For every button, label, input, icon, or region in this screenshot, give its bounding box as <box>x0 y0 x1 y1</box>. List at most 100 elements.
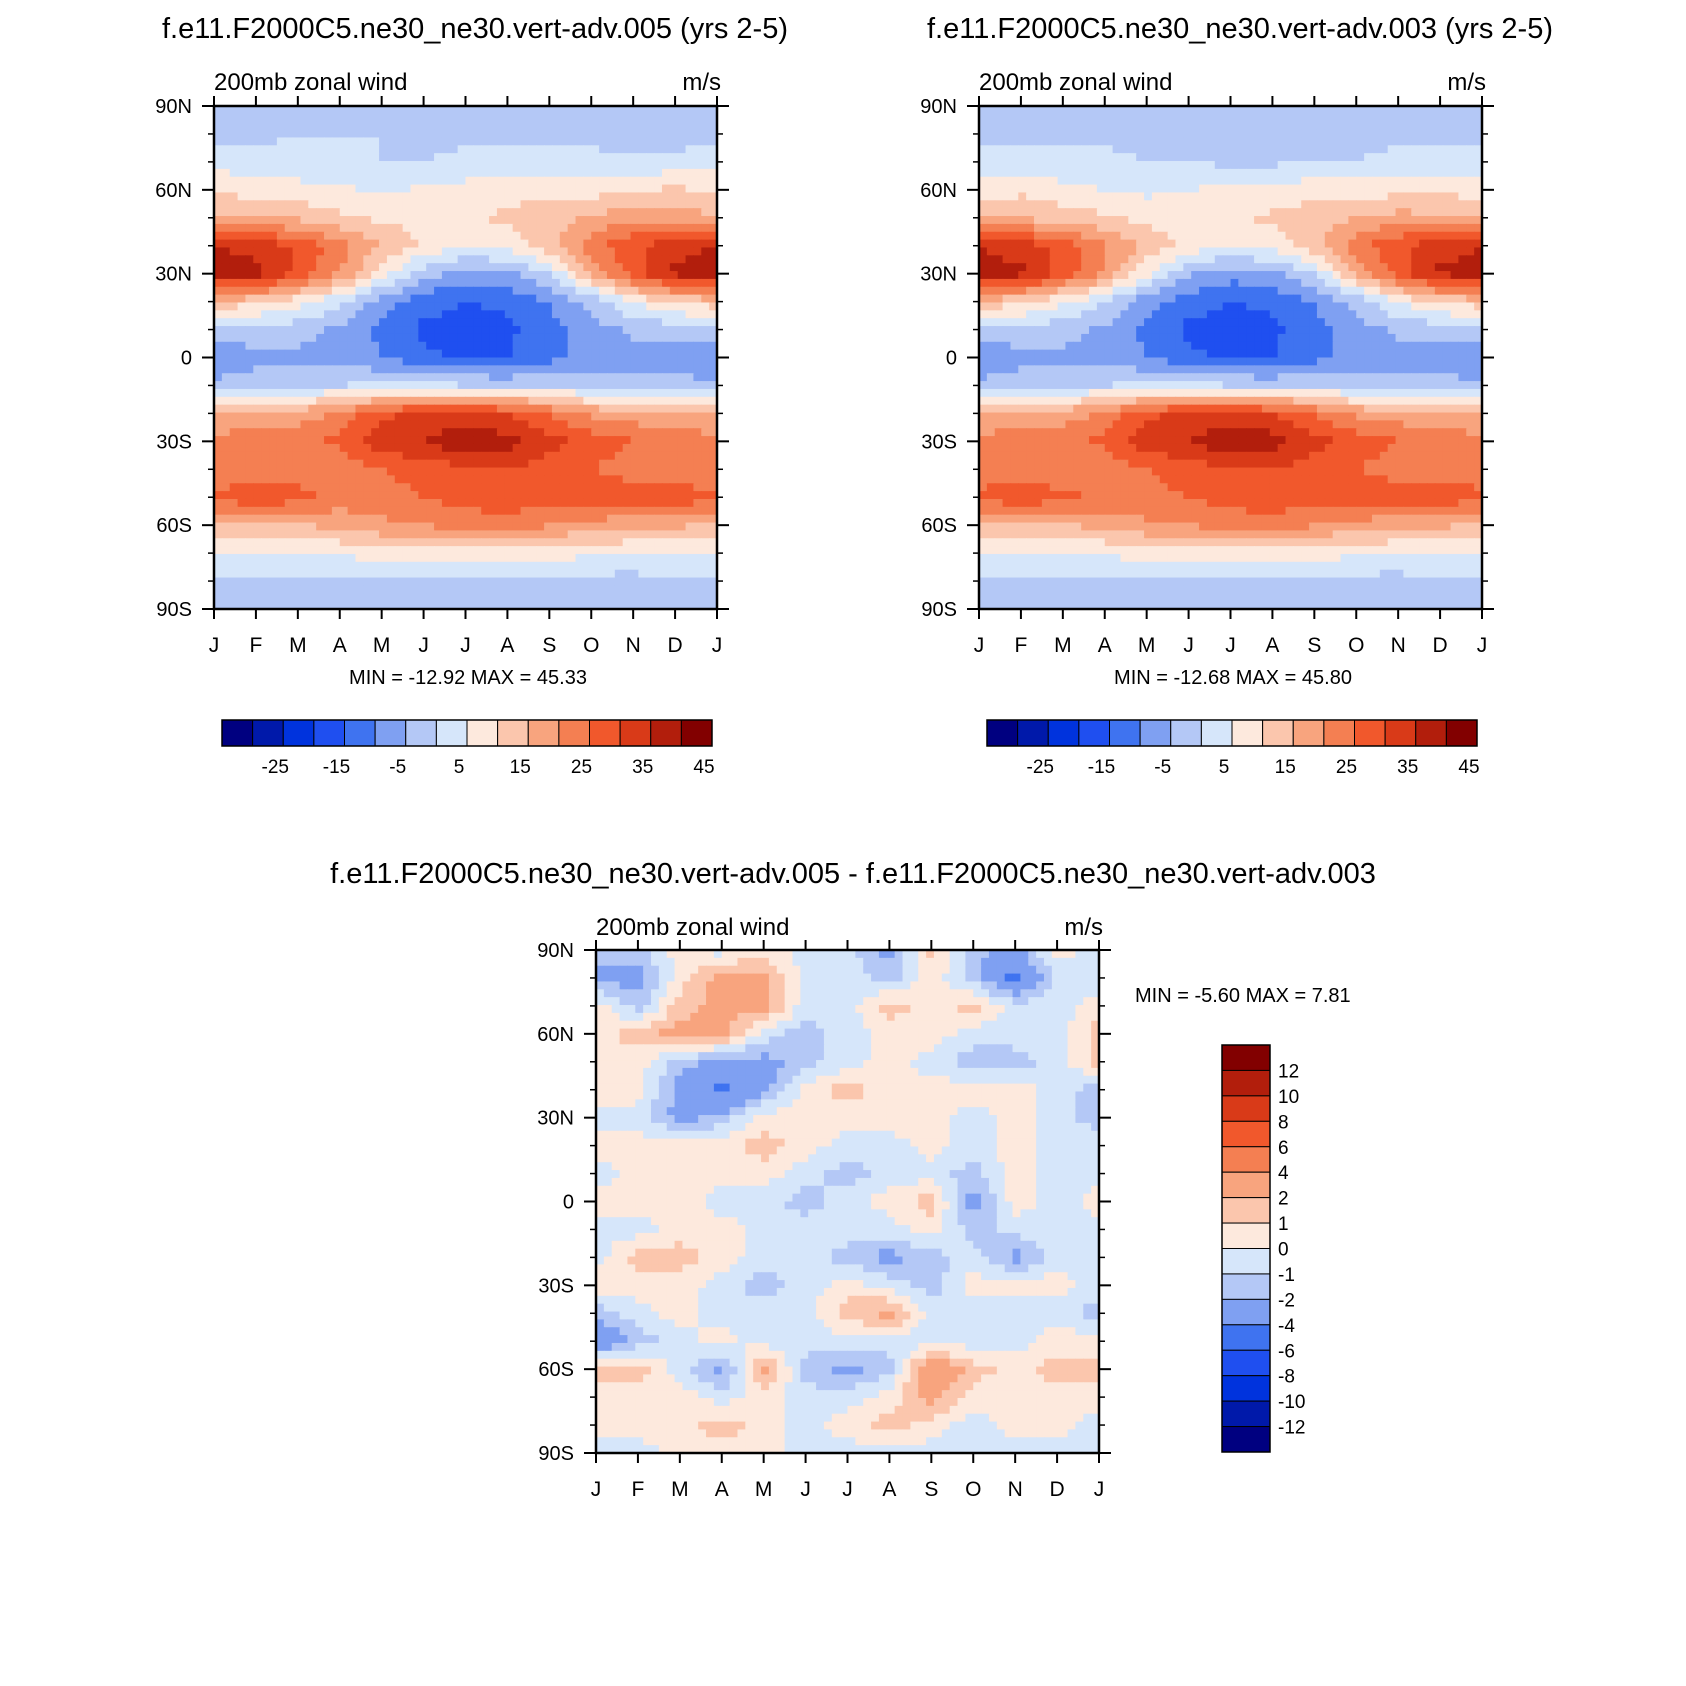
heatmap-cell <box>520 341 529 351</box>
heatmap-cell <box>693 569 702 579</box>
heatmap-cell <box>1387 176 1397 186</box>
heatmap-cell <box>1458 168 1467 178</box>
heatmap-cell <box>339 326 349 335</box>
heatmap-cell <box>441 184 451 194</box>
heatmap-cell <box>489 506 498 516</box>
heatmap-cell <box>300 113 309 123</box>
heatmap-cell <box>284 208 294 217</box>
heatmap-cell <box>1395 176 1405 186</box>
heatmap-cell <box>1010 113 1019 123</box>
heatmap-cell <box>614 176 624 186</box>
heatmap-cell <box>363 451 372 461</box>
heatmap-cell <box>229 396 239 406</box>
heatmap-cell <box>324 530 333 539</box>
heatmap-cell <box>575 538 584 547</box>
heatmap-cell <box>1324 168 1334 178</box>
heatmap-cell <box>339 192 349 201</box>
heatmap-cell <box>237 247 247 256</box>
heatmap-cell <box>269 404 278 414</box>
heatmap-cell <box>1191 153 1200 162</box>
heatmap-cell <box>324 569 333 579</box>
heatmap-cell <box>1474 176 1483 186</box>
heatmap-cell <box>316 113 325 123</box>
heatmap-cell <box>1089 184 1098 194</box>
heatmap-cell <box>1096 145 1106 154</box>
heatmap-cell <box>237 168 247 178</box>
heatmap-cell <box>654 137 663 146</box>
heatmap-cell <box>284 326 294 335</box>
heatmap-cell <box>1041 113 1051 123</box>
heatmap-cell <box>426 310 435 319</box>
heatmap-cell <box>214 593 223 602</box>
heatmap-cell <box>536 271 545 280</box>
heatmap-cell <box>646 192 655 201</box>
heatmap-cell <box>1426 137 1436 146</box>
heatmap-cell <box>1426 113 1436 123</box>
heatmap-cell <box>221 247 231 256</box>
heatmap-cell <box>591 341 600 351</box>
heatmap-cell <box>292 388 302 398</box>
heatmap-cell <box>253 294 262 304</box>
heatmap-cell <box>669 216 679 225</box>
heatmap-cell <box>457 302 467 311</box>
heatmap-cell <box>606 561 616 571</box>
heatmap-cell <box>386 585 396 594</box>
heatmap-cell <box>457 483 467 492</box>
heatmap-cell <box>551 412 561 421</box>
heatmap-cell <box>496 404 506 414</box>
heatmap-cell <box>292 318 302 327</box>
heatmap-cell <box>473 459 482 469</box>
heatmap-cell <box>379 420 388 429</box>
heatmap-cell <box>1191 137 1200 146</box>
heatmap-cell <box>457 491 467 500</box>
heatmap-cell <box>449 365 459 374</box>
heatmap-cell <box>504 137 514 146</box>
heatmap-cell <box>269 255 278 264</box>
heatmap-cell <box>481 546 490 555</box>
heatmap-cell <box>1199 168 1208 178</box>
heatmap-cell <box>1285 113 1294 123</box>
heatmap-cell <box>331 561 341 571</box>
heatmap-cell <box>1442 192 1452 201</box>
heatmap-cell <box>701 585 710 594</box>
heatmap-cell <box>536 396 545 406</box>
heatmap-cell <box>536 263 545 272</box>
heatmap-cell <box>528 271 537 280</box>
heatmap-cell <box>606 349 616 359</box>
heatmap-cell <box>646 286 655 296</box>
heatmap-cell <box>1089 168 1098 178</box>
heatmap-cell <box>331 278 341 288</box>
heatmap-cell <box>237 561 247 571</box>
heatmap-cell <box>614 522 624 532</box>
heatmap-cell <box>701 263 710 272</box>
heatmap-cell <box>473 176 482 186</box>
heatmap-cell <box>465 318 474 327</box>
heatmap-cell <box>528 129 537 139</box>
heatmap-cell <box>229 341 239 351</box>
heatmap-cell <box>567 569 577 579</box>
heatmap-cell <box>386 467 396 476</box>
heatmap-cell <box>269 239 278 249</box>
heatmap-cell <box>528 176 537 186</box>
heatmap-cell <box>504 569 514 579</box>
heatmap-cell <box>1104 106 1114 115</box>
heatmap-cell <box>693 381 702 390</box>
heatmap-cell <box>677 530 687 539</box>
heatmap-cell <box>386 326 396 335</box>
heatmap-cell <box>276 365 286 374</box>
heatmap-cell <box>685 239 695 249</box>
heatmap-cell <box>669 176 679 186</box>
heatmap-cell <box>1104 145 1114 154</box>
heatmap-cell <box>473 231 482 241</box>
heatmap-cell <box>685 208 695 217</box>
heatmap-cell <box>1466 113 1475 123</box>
heatmap-cell <box>701 333 710 343</box>
heatmap-cell <box>701 208 710 217</box>
heatmap-cell <box>245 192 254 201</box>
heatmap-cell <box>1073 161 1082 170</box>
heatmap-cell <box>269 506 278 516</box>
heatmap-cell <box>544 192 553 201</box>
heatmap-cell <box>599 255 608 264</box>
heatmap-cell <box>347 168 357 178</box>
heatmap-cell <box>489 223 498 233</box>
